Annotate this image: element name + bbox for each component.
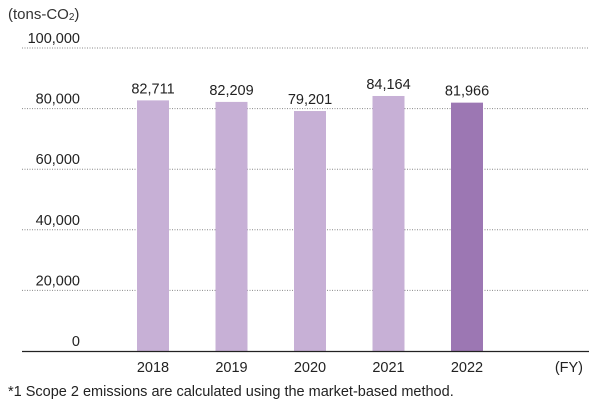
bar [372,95,405,351]
bar [451,102,483,351]
x-axis-unit: (FY) [555,360,583,376]
x-tick-label: 2022 [451,360,483,376]
unit-prefix: (tons-CO [8,6,69,23]
unit-suffix: ) [74,6,80,23]
x-tick-label: 2019 [215,360,247,376]
bar-value-label: 81,966 [445,84,489,100]
y-tick-label: 0 [72,334,80,350]
y-tick-label: 80,000 [36,92,80,108]
y-tick-label: 40,000 [36,213,80,229]
y-axis-unit-label: (tons-CO2) [8,6,79,23]
bar-value-label: 84,164 [366,77,410,93]
bar [215,101,248,351]
x-tick-label: 2021 [372,360,404,376]
bar-value-label: 82,209 [209,83,253,99]
bar-value-label: 79,201 [288,92,332,108]
bar [294,111,326,352]
footnote: *1 Scope 2 emissions are calculated usin… [8,384,454,400]
x-tick-label: 2018 [137,360,169,376]
x-tick-label: 2020 [294,360,326,376]
unit-subscript: 2 [68,12,75,23]
y-tick-label: 60,000 [36,152,80,168]
y-tick-label: 20,000 [36,273,80,289]
bar [137,100,169,351]
y-tick-label: 100,000 [28,31,80,47]
bar-value-label: 82,711 [131,81,174,97]
bar-chart: 0 20,000 40,000 60,000 80,000 100,000 82,711 20… [22,31,589,376]
